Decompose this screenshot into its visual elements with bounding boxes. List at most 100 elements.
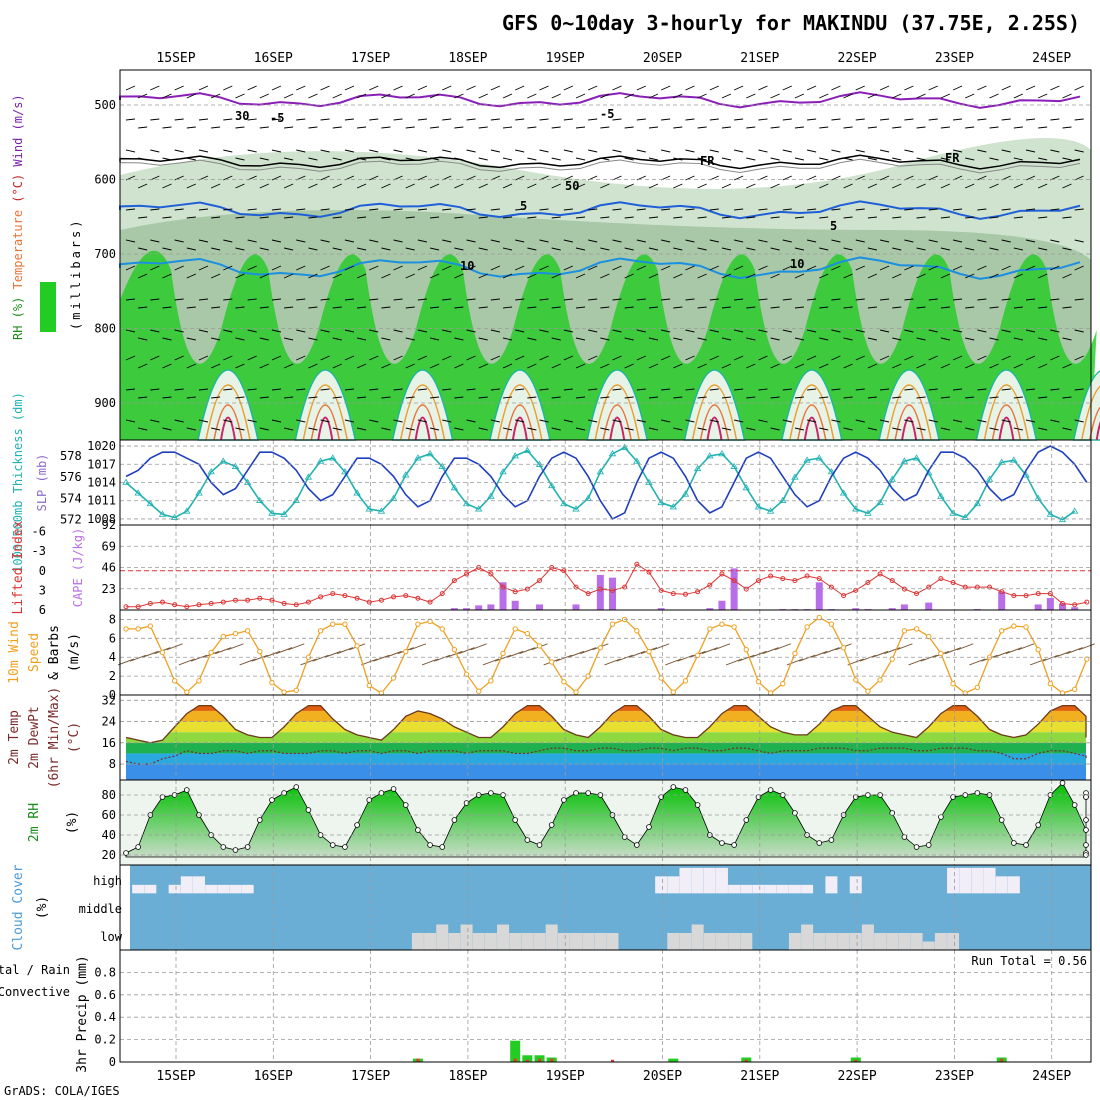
wind-barb [746, 427, 756, 431]
wind-barb [502, 157, 513, 161]
wind-barb [454, 337, 464, 341]
wind-barb [515, 208, 525, 211]
cape-tick: 23 [102, 582, 116, 596]
rh-point [439, 844, 446, 850]
wind-barb [1074, 149, 1084, 153]
wind-barb [320, 208, 330, 211]
wind-barb [296, 388, 306, 391]
wind-barb [271, 388, 281, 391]
wind-barb-10m [616, 654, 633, 662]
wind-barb [186, 157, 196, 161]
wind-barb [819, 337, 829, 341]
wind-barb [624, 247, 634, 251]
wind-barb [259, 427, 269, 431]
wind-barb [648, 396, 659, 399]
wind-speed-point [950, 680, 956, 687]
wind-barb [417, 329, 427, 333]
wind-barb [332, 396, 342, 399]
wind-barb [527, 337, 537, 341]
wind-barb [344, 208, 354, 211]
wind-barb [1001, 355, 1011, 361]
cape-bar [487, 604, 495, 610]
thickness-point [864, 509, 872, 516]
wind-barb [965, 363, 975, 369]
cape-bar [511, 600, 519, 610]
wind-barb [539, 419, 549, 423]
wind-speed-point [342, 621, 348, 627]
rh-point [329, 842, 336, 848]
temperature-contour [1088, 406, 1100, 441]
wind-barb [308, 363, 318, 369]
wind-barb [515, 265, 525, 271]
wind-tick: 0 [109, 688, 116, 702]
wind-barb [478, 247, 488, 251]
wind-barb [235, 157, 245, 161]
wind-barb [782, 85, 792, 91]
wind-barb [162, 337, 172, 341]
wind-barb [977, 265, 987, 271]
rh-axis-unit: (%) [65, 811, 80, 834]
thickness-point [888, 475, 896, 482]
wind-barb [600, 273, 610, 279]
wind-barb [186, 126, 196, 129]
wind-barb [430, 126, 440, 129]
thickness-point [827, 468, 836, 475]
wind-barb-10m [300, 658, 317, 666]
temperature-contour [310, 404, 341, 441]
wind-barb [928, 118, 938, 121]
wind-speed-point [135, 626, 141, 632]
wind-barb [429, 273, 440, 279]
wind-barb [320, 329, 330, 333]
wind-barb [466, 175, 476, 181]
thickness-point [620, 443, 629, 450]
wind-barb [855, 388, 865, 391]
cloud-bar-low [424, 933, 437, 950]
wind-barb [697, 93, 707, 99]
thickness-point [742, 484, 750, 491]
temperature-contour [894, 404, 924, 441]
wind-barb [1050, 118, 1060, 121]
wind-barb [174, 118, 184, 121]
wind-barb [770, 273, 780, 279]
wind-barb [721, 157, 732, 161]
date-label-bottom: 23SEP [935, 1069, 974, 1084]
wind-barb-10m [811, 650, 828, 658]
wind-barb [454, 306, 464, 309]
wind-barb [150, 118, 160, 121]
wind-barb-10m [847, 658, 864, 666]
wind-barb [527, 306, 537, 309]
wind-barb [186, 306, 196, 309]
wind-barb [393, 355, 403, 361]
wind-barb [1074, 388, 1084, 391]
wind-barb-10m [1054, 650, 1071, 658]
wind-barb [490, 355, 501, 361]
wind-speed-point [804, 624, 810, 630]
lifted-index-point [318, 594, 324, 600]
wind-barb [782, 118, 792, 121]
contour-label: FR [700, 154, 715, 168]
wind-barb [782, 175, 792, 181]
wind-barb-10m [871, 650, 889, 658]
wind-barb [223, 419, 233, 423]
lifted-index-point [634, 561, 640, 567]
wind-barb [490, 85, 501, 91]
wind-barb [332, 183, 342, 189]
temp-band [126, 705, 1086, 711]
wind-barb [685, 265, 695, 271]
wind-speed-point [451, 646, 458, 653]
cloud-bar-high [241, 884, 254, 894]
thickness-point [475, 505, 483, 512]
wind-barb [223, 175, 233, 181]
wind-barb [660, 355, 671, 361]
temp-axis-label: 2m Temp [7, 710, 22, 765]
wind-barb [807, 329, 817, 333]
precip-conv-bar [550, 1058, 554, 1062]
wind-barb [137, 183, 148, 189]
wind-barb [977, 149, 987, 153]
thickness-point [183, 507, 191, 514]
cloud-bar-high [667, 876, 680, 894]
wind-barb [904, 239, 914, 243]
wind-barb-10m [944, 647, 962, 655]
wind-barb [1013, 273, 1024, 279]
